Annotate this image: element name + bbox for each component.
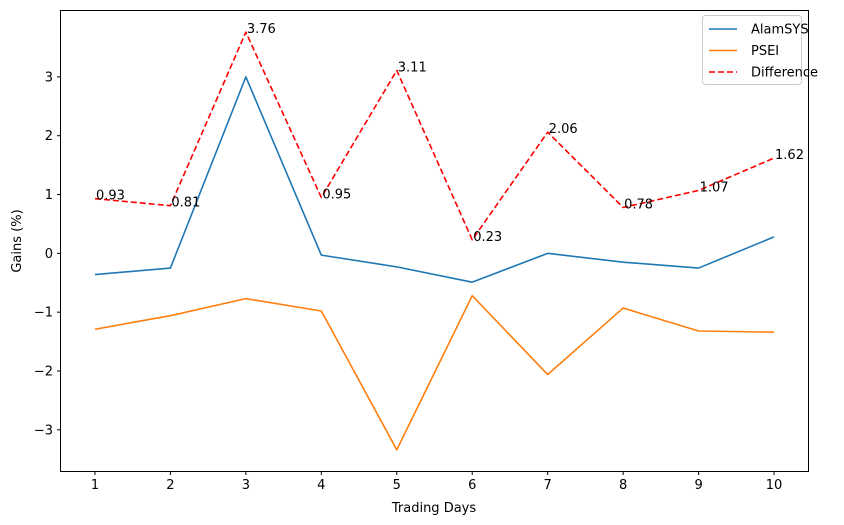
y-tick-label: 2 — [45, 129, 53, 144]
data-label: 3.76 — [247, 22, 276, 37]
x-tick-label: 2 — [166, 478, 174, 493]
x-tick-label: 9 — [694, 478, 702, 493]
y-axis-label: Gains (%) — [10, 209, 25, 272]
x-tick-label: 4 — [317, 478, 325, 493]
y-tick-label: 3 — [45, 70, 53, 85]
data-label: 0.23 — [473, 230, 502, 245]
legend-box — [702, 15, 802, 85]
data-label: 0.93 — [96, 189, 125, 204]
data-label: 1.07 — [700, 180, 729, 195]
axes-frame — [60, 10, 809, 472]
y-tick-label: 1 — [45, 188, 53, 203]
data-label: 0.81 — [171, 196, 200, 211]
data-label: 0.78 — [624, 197, 653, 212]
legend-label: Difference — [751, 66, 818, 81]
y-tick-label: 0 — [45, 247, 53, 262]
x-tick-label: 3 — [242, 478, 250, 493]
legend: AlamSYS PSEI Difference — [702, 15, 818, 85]
x-tick-label: 1 — [91, 478, 99, 493]
x-tick-label: 7 — [544, 478, 552, 493]
data-label: 0.95 — [322, 187, 351, 202]
series-line-psei — [94, 294, 775, 451]
x-tick-label: 10 — [766, 478, 783, 493]
data-label: 2.06 — [549, 122, 578, 137]
x-tick-label: 8 — [619, 478, 627, 493]
x-tick-label: 5 — [393, 478, 401, 493]
legend-label: AlamSYS — [751, 23, 809, 38]
series-line-difference — [94, 31, 775, 241]
x-axis-label: Trading Days — [391, 501, 476, 516]
y-tick-label: −3 — [34, 423, 53, 438]
plot-area: 0.93 0.81 3.76 0.95 3.11 0.23 2.06 0.78 1.07 1.62 — [94, 22, 804, 451]
x-tick-label: 6 — [468, 478, 476, 493]
series-line-alamsys — [94, 76, 775, 283]
y-tick-label: −2 — [34, 365, 53, 380]
y-tick-label: −1 — [34, 306, 53, 321]
y-axis: −3 −2 −1 0 1 2 3 — [34, 70, 61, 438]
x-axis: 1 2 3 4 5 6 7 8 9 10 — [91, 471, 783, 493]
legend-label: PSEI — [751, 44, 779, 59]
data-label: 3.11 — [398, 60, 427, 75]
data-label: 1.62 — [775, 148, 804, 163]
